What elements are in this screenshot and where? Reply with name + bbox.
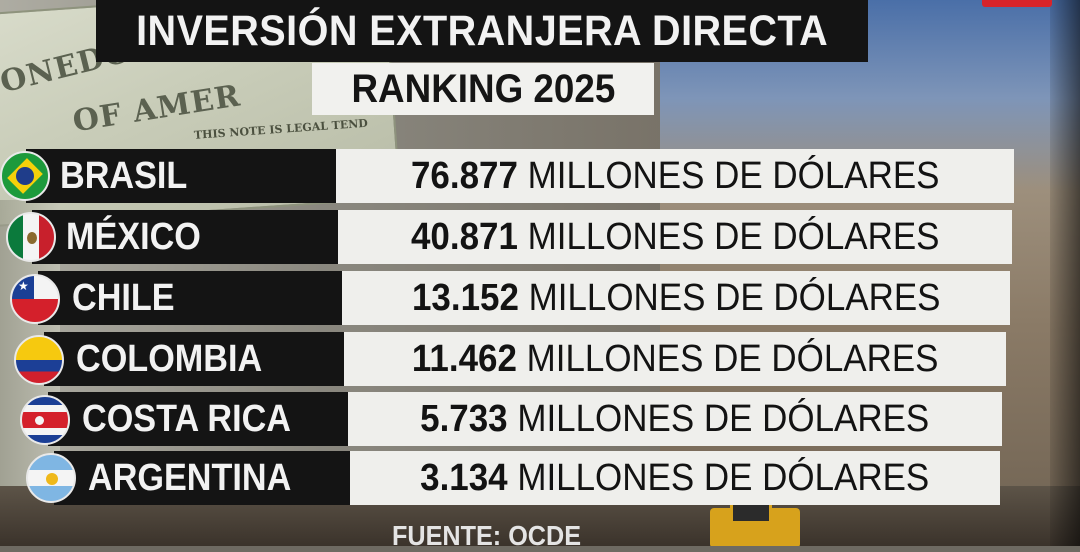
country-label-box: COLOMBIA — [44, 332, 366, 386]
investment-unit: MILLONES DE DÓLARES — [527, 154, 940, 197]
value-box: 76.877 MILLONES DE DÓLARES — [336, 149, 1014, 203]
subtitle-banner: RANKING 2025 — [312, 63, 654, 115]
ranking-row-argentina: ARGENTINA 3.134 MILLONES DE DÓLARES — [0, 451, 1020, 505]
country-name: MÉXICO — [66, 215, 201, 258]
investment-value: 11.462 — [411, 337, 517, 380]
page-title: INVERSIÓN EXTRANJERA DIRECTA — [135, 6, 829, 55]
country-name: ARGENTINA — [88, 456, 292, 499]
ranking-row-colombia: COLOMBIA 11.462 MILLONES DE DÓLARES — [0, 332, 1020, 386]
investment-unit: MILLONES DE DÓLARES — [517, 397, 930, 440]
ranking-row-brasil: BRASIL 76.877 MILLONES DE DÓLARES — [0, 149, 1020, 203]
title-banner: INVERSIÓN EXTRANJERA DIRECTA — [96, 0, 868, 62]
argentina-flag-icon — [26, 453, 76, 503]
investment-unit: MILLONES DE DÓLARES — [528, 276, 941, 319]
investment-value: 40.871 — [410, 215, 518, 258]
investment-value: 13.152 — [411, 276, 519, 319]
page-subtitle: RANKING 2025 — [351, 66, 615, 111]
value-box: 5.733 MILLONES DE DÓLARES — [348, 392, 1002, 446]
investment-unit: MILLONES DE DÓLARES — [527, 215, 940, 258]
country-name: COSTA RICA — [82, 397, 291, 440]
value-text: 40.871 MILLONES DE DÓLARES — [411, 216, 940, 259]
country-name: BRASIL — [60, 154, 188, 197]
value-text: 3.134 MILLONES DE DÓLARES — [420, 457, 929, 500]
country-label-box: CHILE — [38, 271, 366, 325]
costa-rica-flag-icon — [20, 395, 70, 445]
country-name: CHILE — [72, 276, 175, 319]
ranking-row-mexico: MÉXICO 40.871 MILLONES DE DÓLARES — [0, 210, 1020, 264]
investment-unit: MILLONES DE DÓLARES — [526, 337, 939, 380]
value-box: 13.152 MILLONES DE DÓLARES — [342, 271, 1010, 325]
mexico-flag-icon — [6, 212, 56, 262]
screen-edge-shadow — [1050, 0, 1080, 546]
value-box: 40.871 MILLONES DE DÓLARES — [338, 210, 1012, 264]
value-text: 11.462 MILLONES DE DÓLARES — [412, 338, 939, 381]
investment-value: 76.877 — [410, 154, 518, 197]
investment-value: 5.733 — [420, 397, 508, 440]
country-label-box: BRASIL — [26, 149, 360, 203]
banknote-text: THIS NOTE IS LEGAL TEND — [193, 116, 369, 142]
colombia-flag-icon — [14, 335, 64, 385]
country-name: COLOMBIA — [76, 337, 263, 380]
brazil-flag-icon — [0, 151, 50, 201]
value-box: 11.462 MILLONES DE DÓLARES — [344, 332, 1006, 386]
source-caption: FUENTE: OCDE — [392, 520, 581, 551]
ranking-row-costa-rica: COSTA RICA 5.733 MILLONES DE DÓLARES — [0, 392, 1020, 446]
value-text: 13.152 MILLONES DE DÓLARES — [412, 277, 941, 320]
value-text: 5.733 MILLONES DE DÓLARES — [420, 398, 929, 441]
country-label-box: MÉXICO — [32, 210, 362, 264]
country-label-box: COSTA RICA — [48, 392, 372, 446]
country-label-box: ARGENTINA — [54, 451, 376, 505]
ranking-row-chile: CHILE 13.152 MILLONES DE DÓLARES ★ — [0, 271, 1020, 325]
investment-unit: MILLONES DE DÓLARES — [517, 456, 930, 499]
chile-flag-icon: ★ — [10, 274, 60, 324]
investment-value: 3.134 — [420, 456, 508, 499]
value-text: 76.877 MILLONES DE DÓLARES — [411, 155, 940, 198]
live-badge — [982, 0, 1052, 7]
value-box: 3.134 MILLONES DE DÓLARES — [350, 451, 1000, 505]
